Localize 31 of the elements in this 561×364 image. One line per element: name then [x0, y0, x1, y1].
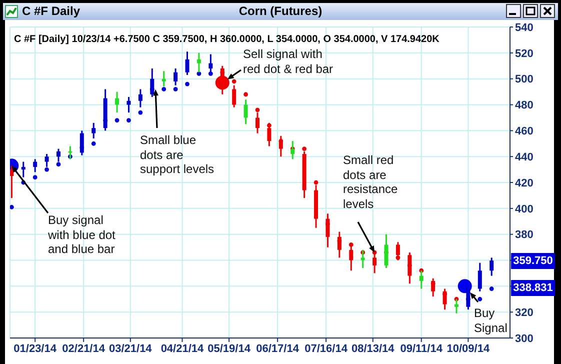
- y-tick-label: 300: [515, 332, 534, 345]
- y-tick-label: 540: [515, 22, 534, 34]
- x-tick-label: 02/21/14: [62, 342, 106, 355]
- x-tick-label: 05/19/14: [208, 342, 252, 355]
- y-tick-label: 460: [515, 126, 534, 138]
- text: C #F Daily: [22, 4, 80, 18]
- y-tick-label: 400: [515, 203, 534, 216]
- chart-title: Corn (Futures): [238, 4, 322, 18]
- annotation: Buy signal with blue dot and blue bar: [48, 213, 116, 256]
- annotation: Small red dots are resistance levels: [343, 153, 399, 211]
- y-tick-label: 500: [515, 74, 534, 86]
- x-tick-label: 01/23/14: [14, 342, 58, 355]
- y-tick-label: 520: [515, 48, 534, 60]
- x-tick-label: 09/11/14: [400, 342, 444, 355]
- y-tick-label: 440: [515, 151, 534, 164]
- annotation: 338.831: [511, 280, 555, 296]
- annotation: 359.750: [511, 252, 555, 269]
- y-tick-label: 480: [515, 100, 534, 112]
- x-tick-label: 08/13/14: [351, 342, 396, 355]
- x-tick-label: 10/09/14: [446, 342, 490, 355]
- x-tick-label: 03/21/14: [108, 342, 153, 355]
- y-tick-label: 320: [515, 306, 534, 319]
- annotation: Small blue dots are support levels: [140, 133, 216, 176]
- x-tick-label: 07/16/14: [304, 342, 348, 355]
- x-tick-label: 04/21/14: [160, 342, 205, 355]
- y-tick-label: 420: [515, 177, 534, 190]
- y-tick-label: 380: [515, 229, 534, 242]
- text: C #F [Daily] 10/23/14 +6.7500 C 359.7500, H 360.0000, L 354.0000, O 354.0000, V 174.9420K: [14, 34, 440, 45]
- x-tick-label: 06/17/14: [256, 342, 300, 355]
- annotation: Buy Signal: [474, 306, 508, 335]
- annotation: Sell signal with red dot & red bar: [243, 47, 334, 76]
